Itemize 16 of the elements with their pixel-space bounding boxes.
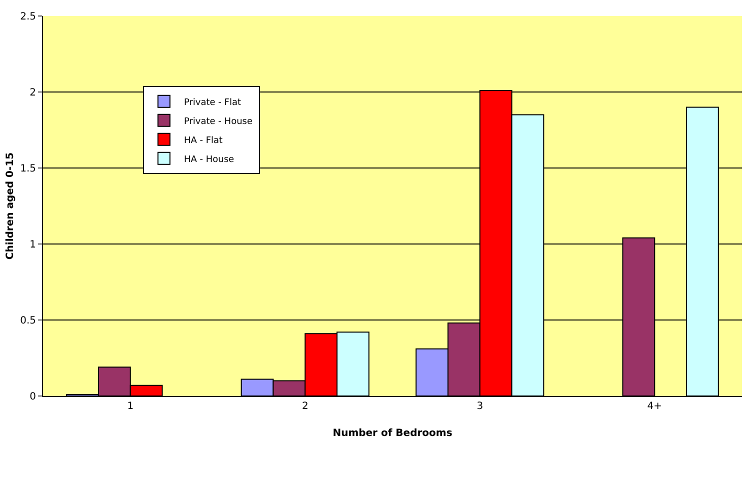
y-tick-label: 1: [30, 240, 36, 250]
x-tick-label: 2: [302, 401, 308, 412]
legend-label: HA - House: [184, 154, 235, 165]
y-tick-label: 1.5: [20, 164, 36, 174]
y-tick-label: 2.5: [20, 12, 36, 22]
x-axis-title: Number of Bedrooms: [332, 428, 452, 439]
y-tick-label: 2: [30, 88, 36, 98]
x-tick-label: 4+: [647, 401, 662, 412]
legend-label: Private - House: [184, 116, 253, 127]
legend-label: Private - Flat: [184, 98, 242, 108]
y-tick-label: 0: [30, 392, 36, 402]
y-axis-title: Children aged 0-15: [5, 152, 16, 260]
legend-label: HA - Flat: [184, 136, 224, 146]
x-tick-label: 3: [476, 401, 484, 412]
x-tick-label: 1: [127, 401, 134, 412]
y-tick-label: 0.5: [20, 316, 36, 326]
